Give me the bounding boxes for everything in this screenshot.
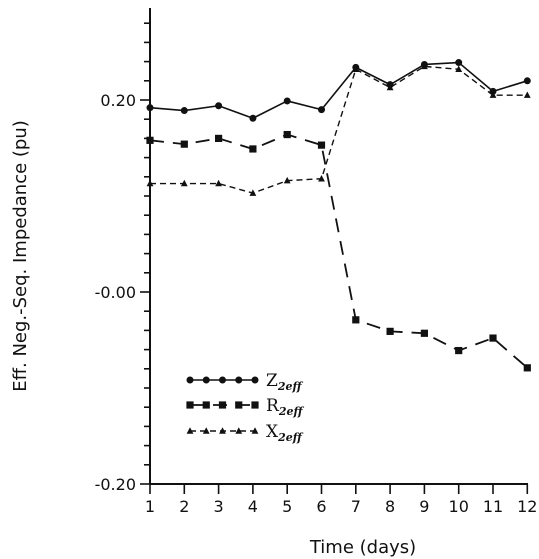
data-point-x [489,91,497,98]
x-tick-label: 1 [145,497,155,516]
x-tick-label: 9 [419,497,429,516]
x-tick-label: 8 [385,497,395,516]
legend-label: X2eff [266,422,304,444]
data-point-x [249,189,257,196]
data-point-r [283,130,291,139]
legend: Z2eff R2eff X2eff [186,371,304,444]
data-point-z [180,107,188,115]
y-tick-label: 0.20 [100,91,136,110]
data-point-x [180,179,188,187]
legend-label: Z2eff [266,371,303,393]
data-point-z [215,102,223,110]
legend-item-x: X2eff [186,422,304,444]
data-point-z [249,114,257,122]
legend-marker [186,401,194,409]
data-point-x [455,65,463,72]
x-tick-label: 11 [483,497,503,516]
axis-ticks [140,22,529,494]
legend-marker [235,376,243,384]
legend-marker [235,401,243,409]
data-point-z [523,77,531,85]
series-z [146,59,531,122]
data-point-x [215,179,222,187]
y-axis-title: Eff. Neg.-Seq. Impedance (pu) [10,120,31,392]
x-tick-label: 4 [248,497,258,516]
x-axis-title: Time (days) [309,537,416,558]
x-tick-label: 6 [316,497,326,516]
x-tick-label: 3 [214,497,224,516]
legend-label: R2eff [266,396,304,418]
legend-marker [251,427,259,434]
y-tick-label: -0.20 [95,475,136,494]
data-point-r [523,364,531,372]
data-point-x [386,83,394,91]
series-line-x [150,65,528,194]
axis-tick-labels: -0.20-0.000.201 2 3 4 5 6 7 8 9 10 11 12 [95,91,538,516]
data-point-x [283,176,291,184]
data-point-z [146,104,154,112]
data-point-x [421,62,428,70]
data-point-r [420,329,428,337]
legend-marker [219,376,226,384]
data-point-r [352,316,360,324]
series-r [146,130,531,372]
data-point-r [489,334,497,342]
x-tick-label: 7 [351,497,361,516]
data-point-x [146,179,154,187]
data-point-z [318,106,325,114]
axes [149,8,528,485]
x-tick-label: 5 [282,497,292,516]
data-point-x [318,174,325,182]
legend-marker [218,401,227,409]
legend-marker [251,376,259,384]
legend-marker [251,401,259,409]
legend-marker [186,376,194,384]
data-point-r [215,134,223,142]
legend-marker [186,427,194,434]
x-tick-label: 12 [517,497,537,516]
legend-marker [202,376,210,384]
series-layer [146,59,531,372]
data-point-r [455,346,463,355]
data-point-r [180,140,188,148]
series-line-r [149,133,528,369]
legend-item-z: Z2eff [186,371,303,393]
legend-marker [219,427,226,434]
data-point-r [317,141,326,149]
legend-marker [235,427,243,434]
x-tick-label: 2 [179,497,189,516]
y-tick-label: -0.00 [95,283,136,302]
x-tick-label: 10 [449,497,469,516]
series-line-z [149,61,528,120]
legend-marker [202,401,210,409]
data-point-r [386,327,394,335]
data-point-z [455,59,463,67]
data-point-x [523,91,531,98]
data-point-x [352,65,360,72]
data-point-r [249,145,257,153]
data-point-r [146,136,154,144]
series-x [146,62,531,196]
legend-marker [202,427,210,434]
data-point-z [283,97,291,105]
legend-item-r: R2eff [186,396,304,418]
